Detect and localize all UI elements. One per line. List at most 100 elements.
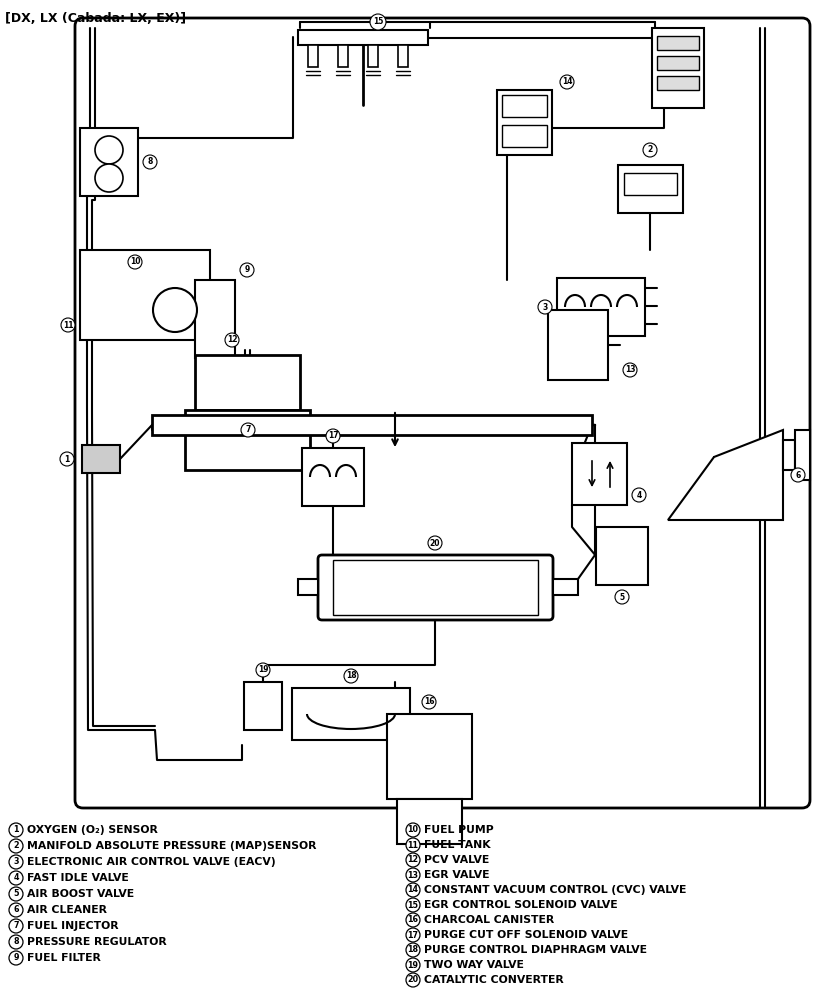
Text: 13: 13 [407, 871, 419, 880]
Bar [195, 355, 300, 410]
Circle shape [406, 973, 420, 987]
Circle shape [95, 164, 123, 192]
Circle shape [225, 333, 239, 347]
Circle shape [406, 883, 420, 897]
Circle shape [406, 943, 420, 957]
Circle shape [9, 951, 23, 965]
Bar [652, 28, 704, 108]
Circle shape [326, 429, 340, 443]
Bar [333, 560, 538, 615]
Text: 8: 8 [147, 158, 153, 167]
Text: 5: 5 [13, 890, 19, 899]
Circle shape [153, 288, 197, 332]
Circle shape [406, 913, 420, 927]
Circle shape [9, 919, 23, 933]
Text: FAST IDLE VALVE: FAST IDLE VALVE [27, 873, 129, 883]
Circle shape [9, 935, 23, 949]
Text: ELECTRONIC AIR CONTROL VALVE (EACV): ELECTRONIC AIR CONTROL VALVE (EACV) [27, 857, 276, 867]
Bar [502, 125, 547, 147]
Circle shape [256, 663, 270, 677]
Bar [195, 280, 235, 358]
Bar [292, 688, 410, 740]
Circle shape [623, 363, 637, 377]
Circle shape [9, 903, 23, 917]
Text: 15: 15 [407, 901, 419, 910]
Text: 17: 17 [328, 432, 338, 441]
Text: 19: 19 [407, 960, 419, 969]
Bar [387, 714, 472, 799]
Bar [548, 310, 608, 380]
Text: OXYGEN (O₂) SENSOR: OXYGEN (O₂) SENSOR [27, 825, 158, 835]
Text: 14: 14 [562, 77, 572, 86]
Polygon shape [668, 430, 783, 520]
Text: FUEL PUMP: FUEL PUMP [424, 825, 493, 835]
Bar [572, 443, 627, 505]
Bar [308, 45, 318, 67]
Text: EGR CONTROL SOLENOID VALVE: EGR CONTROL SOLENOID VALVE [424, 900, 617, 910]
Circle shape [9, 823, 23, 837]
Bar [82, 445, 120, 473]
Bar [244, 682, 282, 730]
Bar [624, 173, 677, 195]
Bar [657, 76, 699, 90]
Bar [618, 165, 683, 213]
Text: 6: 6 [796, 471, 800, 480]
Text: 7: 7 [245, 425, 250, 435]
Text: 2: 2 [13, 841, 19, 850]
Bar [596, 527, 648, 585]
Text: 17: 17 [407, 930, 419, 939]
Circle shape [9, 887, 23, 901]
Text: 12: 12 [407, 856, 419, 865]
Bar [152, 415, 592, 435]
Bar [795, 430, 810, 480]
Text: 2: 2 [648, 146, 653, 155]
Bar [398, 45, 408, 67]
Bar [298, 30, 428, 45]
Bar [338, 45, 348, 67]
FancyBboxPatch shape [318, 555, 553, 620]
Text: 1: 1 [13, 825, 19, 834]
Circle shape [9, 871, 23, 885]
Bar [368, 45, 378, 67]
Text: CATALYTIC CONVERTER: CATALYTIC CONVERTER [424, 975, 564, 985]
Circle shape [240, 263, 254, 277]
Text: 1: 1 [64, 455, 70, 464]
Circle shape [406, 898, 420, 912]
Text: 10: 10 [130, 257, 140, 266]
Text: 6: 6 [13, 906, 19, 915]
Text: 18: 18 [346, 671, 356, 680]
Bar [557, 278, 645, 336]
Circle shape [538, 300, 552, 314]
Text: 13: 13 [625, 365, 635, 374]
Text: 20: 20 [407, 975, 419, 984]
Circle shape [61, 318, 75, 332]
Text: 15: 15 [373, 18, 383, 27]
Bar [298, 579, 318, 595]
Text: 3: 3 [13, 858, 19, 867]
Text: 12: 12 [227, 336, 237, 345]
Text: 10: 10 [407, 825, 419, 834]
Circle shape [406, 853, 420, 867]
Circle shape [9, 855, 23, 869]
FancyBboxPatch shape [75, 18, 810, 808]
Bar [302, 448, 364, 506]
Circle shape [143, 155, 157, 169]
Text: 9: 9 [245, 265, 250, 274]
Text: 16: 16 [424, 697, 434, 706]
Bar [657, 56, 699, 70]
Circle shape [9, 839, 23, 853]
Bar [497, 90, 552, 155]
Text: 16: 16 [407, 916, 419, 924]
Circle shape [615, 590, 629, 604]
Circle shape [95, 136, 123, 164]
Text: FUEL INJECTOR: FUEL INJECTOR [27, 921, 118, 931]
Circle shape [643, 143, 657, 157]
Circle shape [344, 669, 358, 683]
Text: PRESSURE REGULATOR: PRESSURE REGULATOR [27, 937, 167, 947]
Text: PURGE CUT OFF SOLENOID VALVE: PURGE CUT OFF SOLENOID VALVE [424, 930, 628, 940]
Circle shape [406, 958, 420, 972]
Circle shape [60, 452, 74, 466]
Text: 19: 19 [258, 665, 268, 674]
Text: 11: 11 [62, 321, 73, 330]
Bar [657, 36, 699, 50]
